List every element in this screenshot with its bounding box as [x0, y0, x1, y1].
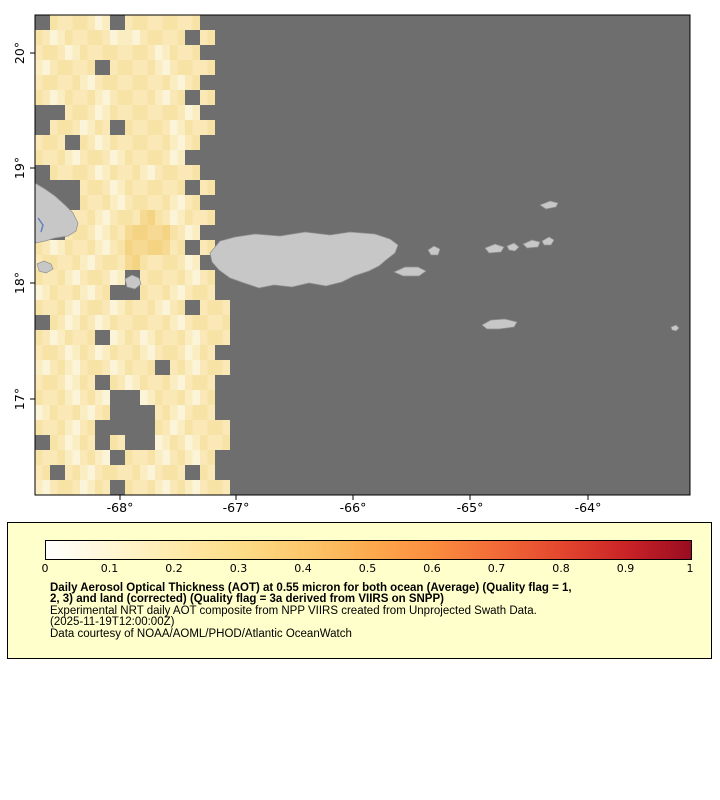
colorbar-tick: 0.9 — [616, 562, 635, 575]
colorbar-tick: 0 — [41, 562, 49, 575]
x-axis-label: -68° — [107, 500, 134, 515]
tortola — [522, 239, 541, 249]
y-axis-label: 20° — [12, 42, 27, 64]
colorbar-tick: 1 — [686, 562, 694, 575]
colorbar-tick: 0.4 — [294, 562, 312, 575]
colorbar-tick: 0.2 — [165, 562, 183, 575]
st-john — [506, 242, 520, 252]
hispaniola-east-tip — [35, 182, 79, 244]
saona-island — [36, 260, 54, 274]
colorbar-tick: 0.7 — [487, 562, 506, 575]
y-axis-label: 17° — [12, 388, 27, 410]
y-axis-label: 19° — [12, 157, 27, 179]
y-axis-label: 18° — [12, 272, 27, 294]
colorbar-tick: 0.8 — [552, 562, 570, 575]
x-axis-label: -65° — [457, 500, 484, 515]
x-axis-label: -67° — [223, 500, 250, 515]
puerto-rico — [209, 231, 399, 289]
saba — [670, 324, 680, 332]
mona-island — [124, 274, 142, 290]
legend-subtitle: Experimental NRT daily AOT composite fro… — [50, 604, 537, 617]
culebra — [427, 245, 441, 256]
colorbar-tick-labels: 0 0.1 0.2 0.3 0.4 0.5 0.6 0.7 0.8 0.9 1 — [8, 562, 711, 576]
legend-box: 0 0.1 0.2 0.3 0.4 0.5 0.6 0.7 0.8 0.9 1 Daily Aero… — [7, 522, 712, 659]
aot-data-layer — [35, 15, 230, 495]
legend-credit: Data courtesy of NOAA/AOML/PHOD/Atlantic… — [50, 627, 352, 640]
anegada — [539, 200, 559, 210]
legend-title-line2: 2, 3) and land (corrected) (Quality flag… — [50, 593, 444, 606]
virgin-gorda — [541, 236, 555, 246]
x-axis-label: -66° — [340, 500, 367, 515]
colorbar — [45, 540, 692, 560]
map-figure: 20° 19° 18° 17° -68° -67° -66° -65° -64° — [12, 14, 691, 515]
land-layer — [35, 182, 680, 332]
colorbar-tick: 0.5 — [358, 562, 377, 575]
legend-text-block: Daily Aerosol Optical Thickness (AOT) at… — [50, 582, 701, 640]
map-frame — [34, 14, 691, 496]
x-axis-label: -64° — [575, 500, 602, 515]
st-thomas — [484, 243, 505, 254]
colorbar-tick: 0.3 — [229, 562, 248, 575]
st-croix — [481, 318, 518, 330]
colorbar-tick: 0.6 — [423, 562, 441, 575]
legend-title-line1: Daily Aerosol Optical Thickness (AOT) at… — [50, 582, 572, 594]
legend-timestamp: (2025-11-19T12:00:00Z) — [50, 616, 175, 629]
colorbar-tick: 0.1 — [100, 562, 119, 575]
vieques — [393, 266, 427, 277]
river-line — [37, 217, 44, 233]
